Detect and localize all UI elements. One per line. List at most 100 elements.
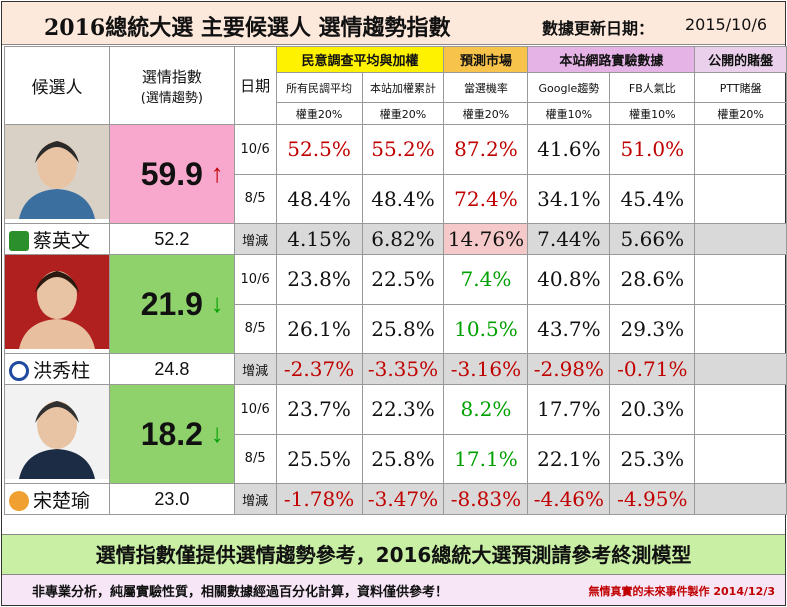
down-arrow-icon: ↓ [210, 418, 224, 448]
weight-label: 權重20% [275, 102, 363, 125]
value-cell: 43.7% [527, 303, 611, 354]
index-value: 18.2 ↓ [109, 384, 235, 484]
value-cell [694, 433, 787, 484]
row-date: 10/6 [233, 254, 277, 305]
row-date: 8/5 [233, 173, 277, 224]
value-cell: 45.4% [609, 173, 696, 224]
value-cell: -0.71% [609, 353, 696, 385]
dpp-flag-icon [9, 231, 29, 251]
value-cell: 14.76% [443, 223, 529, 255]
value-cell: 8.2% [443, 384, 529, 435]
header-index-sub: (選情趨勢) [140, 90, 203, 106]
value-cell: -3.16% [443, 353, 529, 385]
footer-disclaimer: 非專業分析，純屬實驗性質，相關數據經過百分化計算，資料僅供參考！ [32, 585, 449, 600]
column-header: Google趨勢 [527, 72, 611, 103]
value-cell [694, 173, 787, 224]
value-cell: -8.83% [443, 483, 529, 515]
value-cell [694, 223, 787, 255]
weight-label: 權重20% [361, 102, 445, 125]
column-header: 所有民調平均 [275, 72, 363, 103]
portrait-icon [5, 385, 109, 479]
value-cell: -4.95% [609, 483, 696, 515]
value-cell: 17.1% [443, 433, 529, 484]
value-cell [694, 303, 787, 354]
index-table: 候選人 選情指數 (選情趨勢) 日期 民意調查平均與加權 預測市場 本站網路實驗數據 公開的賭… [4, 46, 787, 515]
group-header: 民意調查平均與加權 [275, 46, 445, 73]
index-value: 59.9 ↑ [109, 124, 235, 224]
candidate-name: 洪秀柱 [33, 359, 91, 382]
index-value: 21.9 ↓ [109, 254, 235, 354]
previous-index: 24.8 [109, 353, 235, 385]
up-arrow-icon: ↑ [210, 158, 224, 188]
value-cell: 34.1% [527, 173, 611, 224]
column-header: 當選機率 [443, 72, 529, 103]
value-cell: 29.3% [609, 303, 696, 354]
group-header: 預測市場 [443, 46, 529, 73]
row-date: 增減 [233, 483, 277, 515]
value-cell: -4.46% [527, 483, 611, 515]
value-cell: 6.82% [361, 223, 445, 255]
value-cell: -2.37% [275, 353, 363, 385]
candidate-photo [4, 254, 110, 354]
value-cell: 7.44% [527, 223, 611, 255]
value-cell: -3.35% [361, 353, 445, 385]
kmt-emblem-icon [9, 361, 29, 381]
value-cell: 22.5% [361, 254, 445, 305]
candidate-name: 宋楚瑜 [33, 489, 91, 512]
weight-label: 權重20% [443, 102, 529, 125]
candidate-name-cell: 宋楚瑜 [4, 483, 110, 515]
row-date: 10/6 [233, 124, 277, 175]
value-cell: 87.2% [443, 124, 529, 175]
value-cell: 20.3% [609, 384, 696, 435]
value-cell: -3.47% [361, 483, 445, 515]
footer-note: 選情指數僅提供選情趨勢參考，2016總統大選預測請參考終測模型 [2, 534, 785, 575]
value-cell: 23.7% [275, 384, 363, 435]
value-cell: 7.4% [443, 254, 529, 305]
row-date: 8/5 [233, 433, 277, 484]
value-cell: 25.3% [609, 433, 696, 484]
candidate-photo [4, 124, 110, 224]
weight-label: 權重20% [694, 102, 787, 125]
value-cell: 48.4% [361, 173, 445, 224]
value-cell: 40.8% [527, 254, 611, 305]
index-number: 18.2 [140, 415, 203, 452]
value-cell: 72.4% [443, 173, 529, 224]
update-date: 2015/10/6 [685, 15, 768, 34]
value-cell: 10.5% [443, 303, 529, 354]
value-cell: 28.6% [609, 254, 696, 305]
header-date: 日期 [233, 46, 277, 125]
row-date: 增減 [233, 223, 277, 255]
value-cell [694, 483, 787, 515]
value-cell [694, 353, 787, 385]
portrait-icon [5, 255, 109, 349]
value-cell: 51.0% [609, 124, 696, 175]
footer-bar: 非專業分析，純屬實驗性質，相關數據經過百分化計算，資料僅供參考！ 無情真實的未來… [2, 574, 785, 605]
column-header: 本站加權累計 [361, 72, 445, 103]
value-cell: 22.3% [361, 384, 445, 435]
weight-label: 權重10% [609, 102, 696, 125]
footer-credit: 無情真實的未來事件製作 2014/12/3 [588, 585, 775, 598]
value-cell: 17.7% [527, 384, 611, 435]
value-cell: 4.15% [275, 223, 363, 255]
value-cell: -2.98% [527, 353, 611, 385]
candidate-name-cell: 洪秀柱 [4, 353, 110, 385]
previous-index: 23.0 [109, 483, 235, 515]
portrait-icon [5, 125, 109, 219]
value-cell: 25.8% [361, 433, 445, 484]
value-cell: 25.8% [361, 303, 445, 354]
value-cell: 25.5% [275, 433, 363, 484]
index-number: 59.9 [140, 155, 203, 192]
candidate-name: 蔡英文 [33, 229, 91, 252]
header-index-label: 選情指數 [141, 67, 202, 86]
value-cell: 23.8% [275, 254, 363, 305]
value-cell: 55.2% [361, 124, 445, 175]
group-header: 本站網路實驗數據 [527, 46, 696, 73]
pfp-emblem-icon [9, 491, 29, 511]
row-date: 8/5 [233, 303, 277, 354]
candidate-photo [4, 384, 110, 484]
previous-index: 52.2 [109, 223, 235, 255]
weight-label: 權重10% [527, 102, 611, 125]
value-cell: -1.78% [275, 483, 363, 515]
value-cell [694, 124, 787, 175]
value-cell [694, 384, 787, 435]
